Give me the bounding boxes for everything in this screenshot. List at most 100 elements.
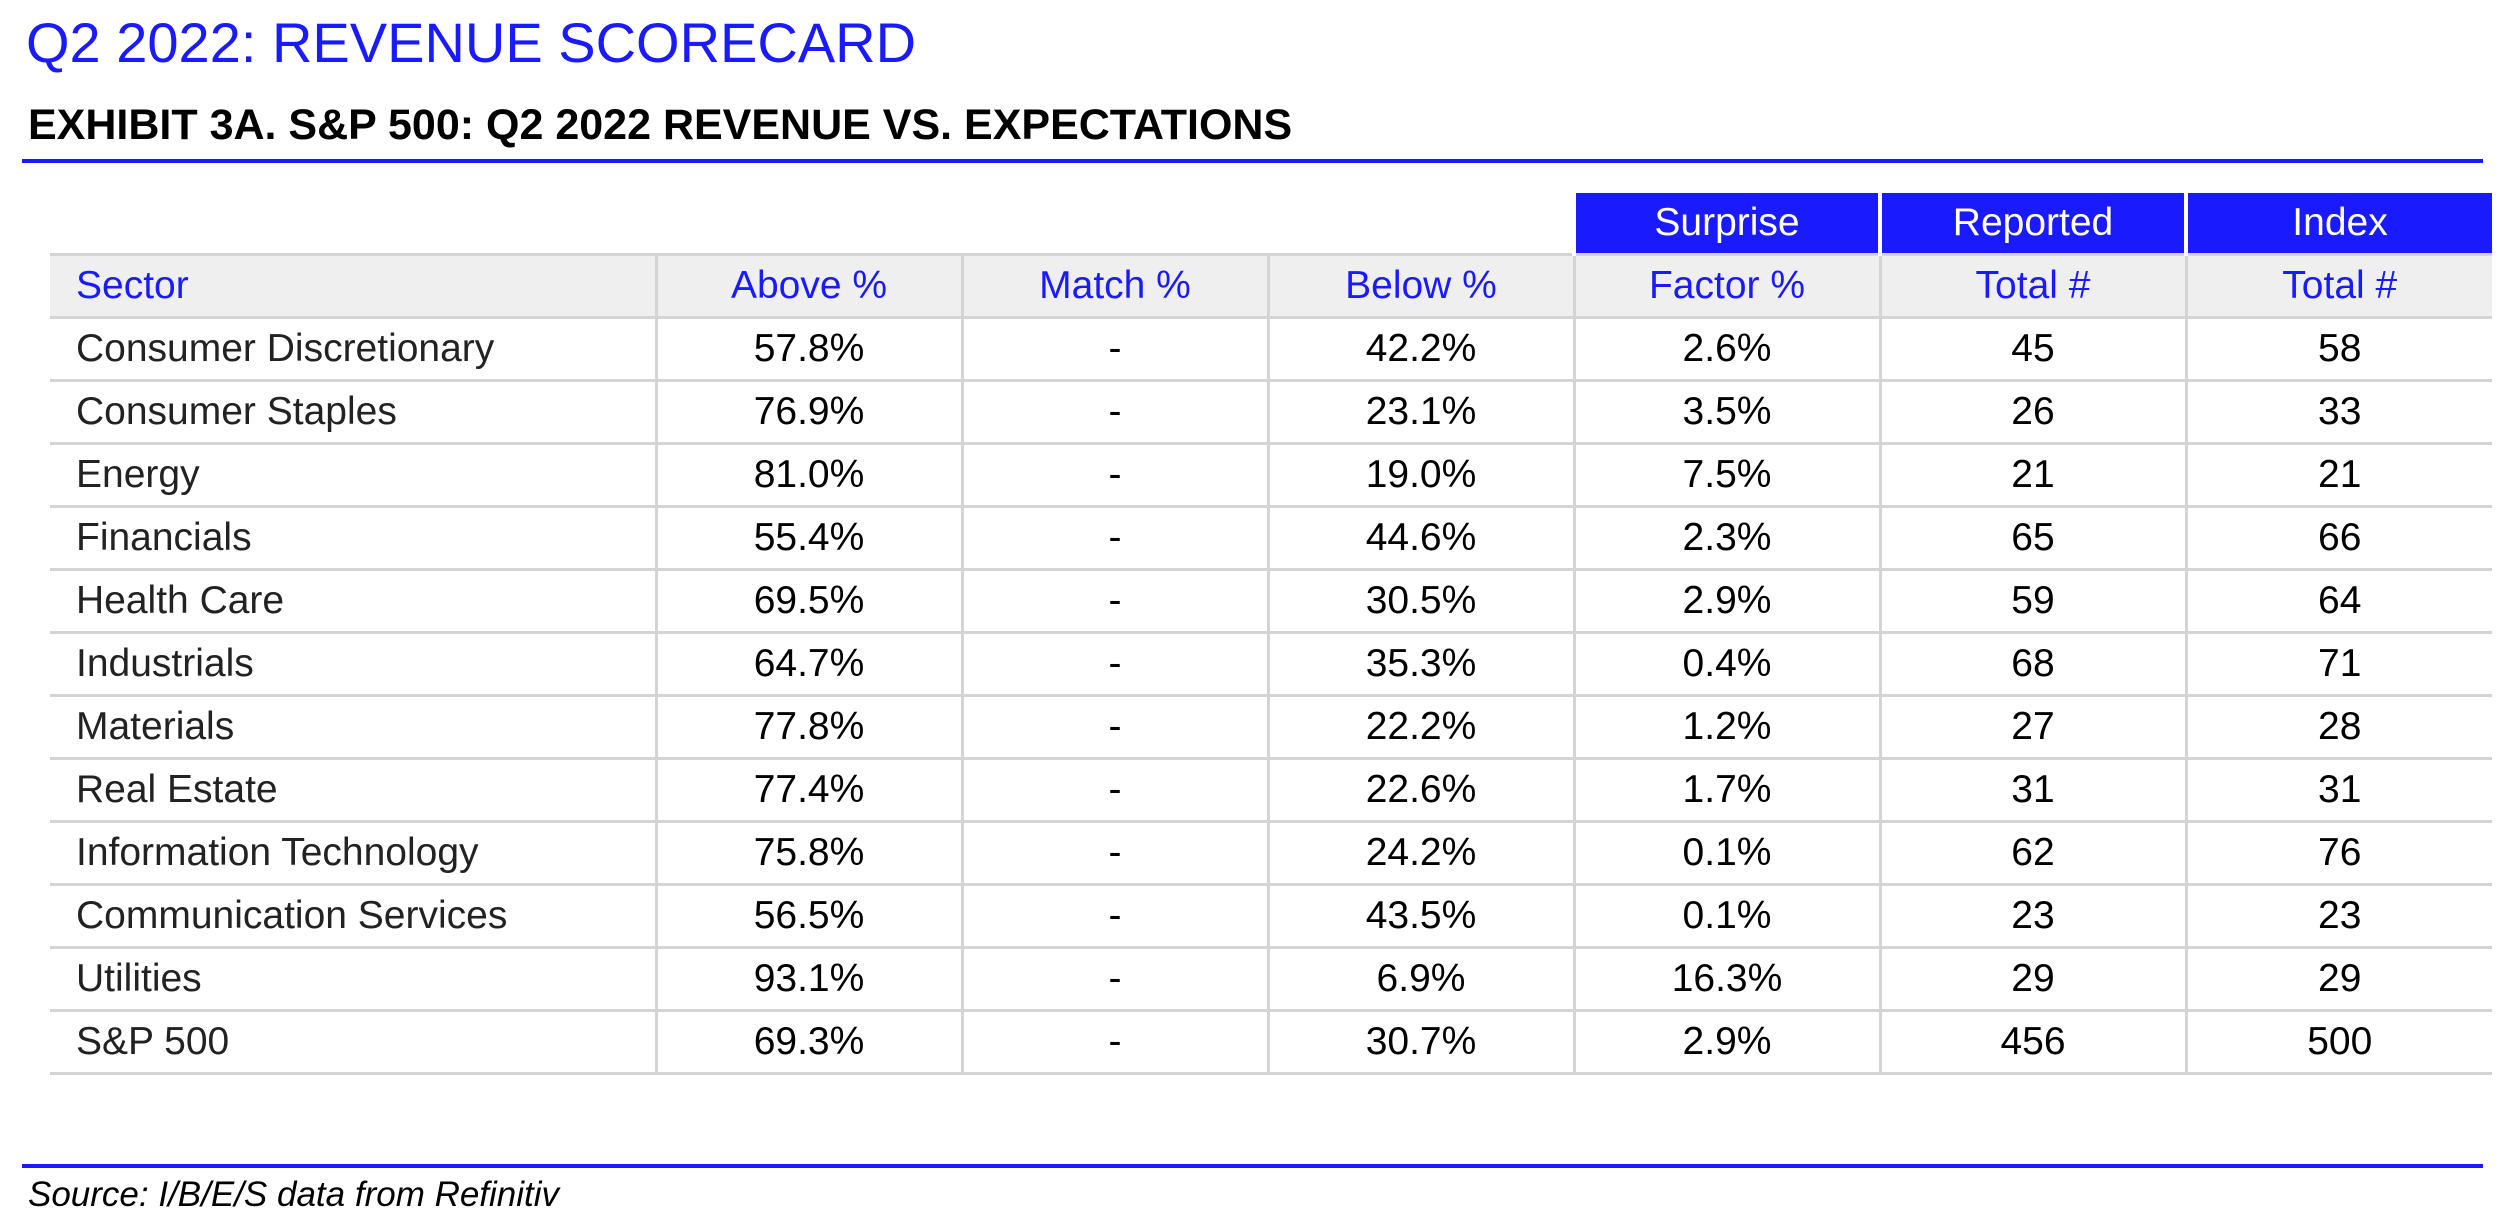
factor-cell: 2.3% [1572,506,1880,571]
sector-cell: Materials [50,695,656,760]
below-cell: 24.2% [1266,821,1574,886]
match-cell: - [960,1010,1268,1075]
above-cell: 57.8% [654,317,962,382]
table-row: Consumer Staples 76.9% - 23.1% 3.5% 26 3… [50,380,2492,445]
index-cell: 66 [2184,506,2492,571]
sector-cell: S&P 500 [50,1010,656,1075]
index-cell: 23 [2184,884,2492,949]
match-cell: - [960,380,1268,445]
match-cell: - [960,632,1268,697]
table-row: Information Technology 75.8% - 24.2% 0.1… [50,821,2492,886]
factor-cell: 7.5% [1572,443,1880,508]
reported-cell: 456 [1878,1010,2186,1075]
index-cell: 58 [2184,317,2492,382]
match-cell: - [960,443,1268,508]
above-cell: 76.9% [654,380,962,445]
factor-cell: 2.6% [1572,317,1880,382]
above-cell: 77.8% [654,695,962,760]
match-cell: - [960,695,1268,760]
revenue-scorecard-table: Surprise Reported Index Sector Above % M… [50,193,2492,1075]
factor-cell: 2.9% [1572,569,1880,634]
factor-cell: 16.3% [1572,947,1880,1012]
factor-cell: 0.1% [1572,821,1880,886]
column-header-above: Above % [654,253,962,319]
table-row: Energy 81.0% - 19.0% 7.5% 21 21 [50,443,2492,508]
index-cell: 64 [2184,569,2492,634]
reported-cell: 21 [1878,443,2186,508]
exhibit-subtitle: EXHIBIT 3A. S&P 500: Q2 2022 REVENUE VS.… [28,101,1293,149]
factor-cell: 1.2% [1572,695,1880,760]
below-cell: 42.2% [1266,317,1574,382]
table-row: Consumer Discretionary 57.8% - 42.2% 2.6… [50,317,2492,382]
factor-cell: 3.5% [1572,380,1880,445]
column-header-factor: Factor % [1572,253,1880,319]
column-header-sector: Sector [50,253,656,319]
above-cell: 55.4% [654,506,962,571]
group-header-surprise: Surprise [1572,193,1880,255]
below-cell: 35.3% [1266,632,1574,697]
above-cell: 56.5% [654,884,962,949]
source-note: Source: I/B/E/S data from Refinitiv [28,1175,560,1214]
reported-cell: 62 [1878,821,2186,886]
group-header-empty [1268,193,1574,255]
below-cell: 30.5% [1266,569,1574,634]
table-row: Utilities 93.1% - 6.9% 16.3% 29 29 [50,947,2492,1012]
reported-cell: 59 [1878,569,2186,634]
table-row: Materials 77.8% - 22.2% 1.2% 27 28 [50,695,2492,760]
match-cell: - [960,884,1268,949]
index-cell: 500 [2184,1010,2492,1075]
factor-cell: 2.9% [1572,1010,1880,1075]
match-cell: - [960,506,1268,571]
group-header-index: Index [2184,193,2492,255]
reported-cell: 27 [1878,695,2186,760]
table-row: Health Care 69.5% - 30.5% 2.9% 59 64 [50,569,2492,634]
above-cell: 81.0% [654,443,962,508]
group-header-reported: Reported [1878,193,2186,255]
reported-cell: 23 [1878,884,2186,949]
sector-cell: Real Estate [50,758,656,823]
sector-cell: Information Technology [50,821,656,886]
group-header-empty [962,193,1268,255]
above-cell: 64.7% [654,632,962,697]
index-cell: 31 [2184,758,2492,823]
above-cell: 69.5% [654,569,962,634]
below-cell: 43.5% [1266,884,1574,949]
match-cell: - [960,569,1268,634]
below-cell: 22.2% [1266,695,1574,760]
reported-cell: 45 [1878,317,2186,382]
group-header-empty [656,193,962,255]
below-cell: 6.9% [1266,947,1574,1012]
above-cell: 93.1% [654,947,962,1012]
table-row: Communication Services 56.5% - 43.5% 0.1… [50,884,2492,949]
index-cell: 33 [2184,380,2492,445]
page-title: Q2 2022: REVENUE SCORECARD [26,11,917,74]
sector-cell: Health Care [50,569,656,634]
column-header-match: Match % [960,253,1268,319]
match-cell: - [960,821,1268,886]
column-header-below: Below % [1266,253,1574,319]
above-cell: 77.4% [654,758,962,823]
total-row: S&P 500 69.3% - 30.7% 2.9% 456 500 [50,1010,2492,1075]
below-cell: 22.6% [1266,758,1574,823]
above-cell: 69.3% [654,1010,962,1075]
top-divider [22,159,2483,163]
factor-cell: 0.4% [1572,632,1880,697]
sector-cell: Consumer Discretionary [50,317,656,382]
table-row: Industrials 64.7% - 35.3% 0.4% 68 71 [50,632,2492,697]
index-cell: 28 [2184,695,2492,760]
above-cell: 75.8% [654,821,962,886]
index-cell: 21 [2184,443,2492,508]
reported-cell: 31 [1878,758,2186,823]
group-header-empty [50,193,656,255]
below-cell: 30.7% [1266,1010,1574,1075]
column-header-reported-total: Total # [1878,253,2186,319]
below-cell: 19.0% [1266,443,1574,508]
bottom-divider [22,1164,2483,1168]
table-row: Financials 55.4% - 44.6% 2.3% 65 66 [50,506,2492,571]
group-header-row: Surprise Reported Index [50,193,2492,255]
sector-cell: Energy [50,443,656,508]
reported-cell: 68 [1878,632,2186,697]
reported-cell: 29 [1878,947,2186,1012]
column-header-row: Sector Above % Match % Below % Factor % … [50,253,2492,319]
